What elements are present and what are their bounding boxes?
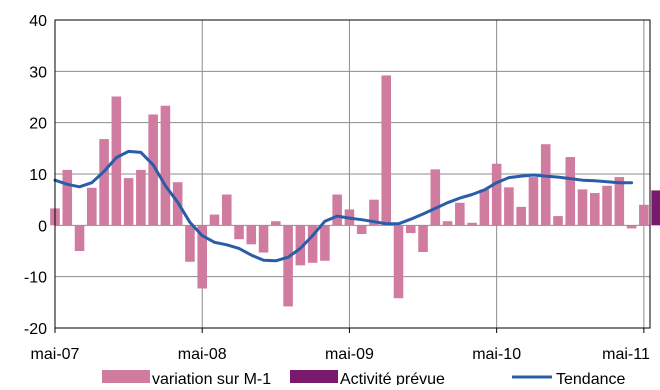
x-tick-label: mai-09 xyxy=(325,346,374,363)
plot-frame xyxy=(54,19,651,329)
x-tick-label: mai-07 xyxy=(31,346,80,363)
line-layer xyxy=(53,149,634,263)
y-tick-label: 30 xyxy=(29,64,47,81)
bar xyxy=(209,214,220,226)
bar xyxy=(148,114,158,226)
y-tick-label: -10 xyxy=(24,270,47,287)
bar xyxy=(516,206,526,226)
bar xyxy=(479,189,490,226)
bar xyxy=(258,225,269,253)
bars-layer xyxy=(50,75,660,307)
x-tick-label: mai-10 xyxy=(472,346,521,363)
legend-swatch xyxy=(290,370,338,383)
legend-swatch xyxy=(102,370,150,383)
bar xyxy=(160,105,171,226)
bar xyxy=(369,199,379,226)
legend: variation sur M-1 Activité prévue Tendance xyxy=(102,370,625,388)
forecast-bar xyxy=(651,190,660,226)
bar xyxy=(123,178,134,226)
bar xyxy=(332,194,342,226)
bar xyxy=(271,221,281,226)
bar xyxy=(197,225,208,289)
x-tick-label: mai-11 xyxy=(602,346,650,363)
legend-item: Activité prévue xyxy=(290,370,445,388)
bar xyxy=(393,225,404,299)
bar xyxy=(74,225,85,251)
bar xyxy=(590,192,600,226)
bar xyxy=(356,225,367,235)
bar xyxy=(405,225,416,234)
y-tick-label: 10 xyxy=(29,167,47,184)
bar xyxy=(467,222,477,226)
bar xyxy=(442,221,453,226)
y-tick-label: 40 xyxy=(29,13,47,30)
bar xyxy=(246,225,257,245)
bar xyxy=(565,157,576,226)
legend-label: Activité prévue xyxy=(340,371,445,385)
bar xyxy=(381,75,392,226)
y-tick-label: -20 xyxy=(24,321,47,338)
bar xyxy=(491,163,502,226)
bar xyxy=(602,185,612,226)
bar xyxy=(111,96,122,226)
trend-line xyxy=(53,149,634,263)
y-tick-label: 0 xyxy=(38,218,47,235)
bar xyxy=(234,225,244,240)
bar xyxy=(418,225,428,253)
bar xyxy=(614,177,625,226)
bar xyxy=(320,225,330,261)
bar xyxy=(295,225,306,266)
legend-item: Tendance xyxy=(512,371,625,388)
bar xyxy=(577,189,588,226)
bar xyxy=(455,202,465,226)
bar xyxy=(553,216,563,226)
bar xyxy=(221,194,232,226)
bar xyxy=(87,187,97,226)
bar xyxy=(430,169,441,226)
bar xyxy=(540,144,551,226)
bar xyxy=(504,187,514,226)
bar xyxy=(639,204,649,226)
bar xyxy=(283,225,293,307)
axis-layer: -20 -10 0 10 20 30 40 mai-07 mai-08 mai-09 mai-10 m… xyxy=(24,13,650,363)
x-tick-label: mai-08 xyxy=(178,346,227,363)
legend-label: variation sur M-1 xyxy=(152,371,271,385)
bar xyxy=(185,225,195,262)
y-tick-label: 20 xyxy=(29,116,47,133)
bar xyxy=(626,225,637,229)
bar xyxy=(62,169,73,226)
legend-item: variation sur M-1 xyxy=(102,370,271,388)
bar xyxy=(528,177,539,226)
bar xyxy=(99,139,109,226)
frame-layer xyxy=(54,19,651,329)
bar xyxy=(307,225,318,263)
legend-label: Tendance xyxy=(556,371,625,385)
bar xyxy=(136,169,146,226)
